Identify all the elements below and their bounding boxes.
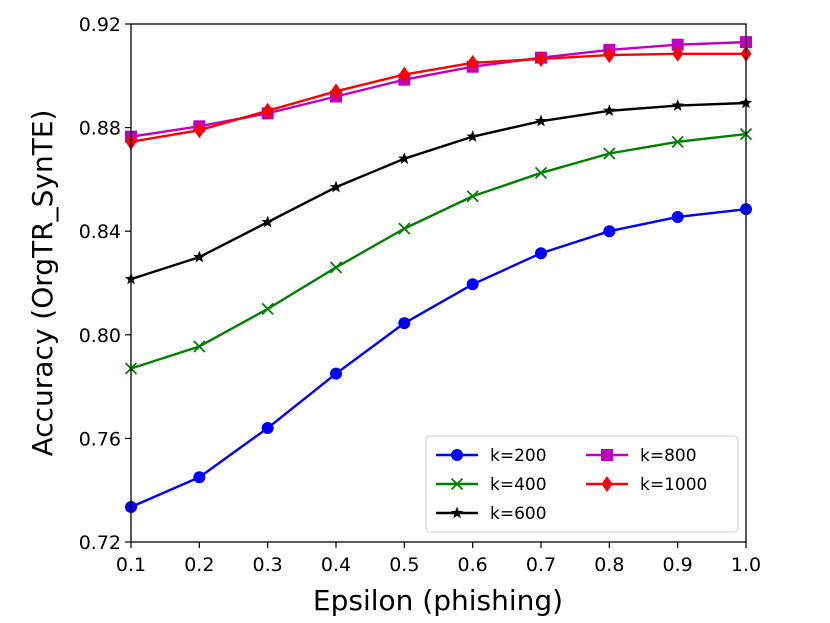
- data-point-k-1000: [603, 47, 615, 64]
- data-point-k-1000: [193, 122, 205, 139]
- data-point-k-400: [671, 135, 684, 148]
- data-point-k-800: [671, 38, 684, 51]
- legend-label: k=200: [490, 446, 547, 466]
- series-line-k-200: [130, 207, 747, 509]
- legend-label: k=1000: [640, 475, 707, 495]
- legend-item-k-800: k=800: [586, 446, 697, 466]
- legend-item-k-600: k=600: [436, 504, 547, 524]
- data-point-k-400: [398, 222, 411, 235]
- x-tick-label: 0.3: [253, 554, 283, 576]
- data-point-k-200: [261, 422, 274, 435]
- series-line-k-1000: [130, 52, 746, 144]
- series-k-200: [125, 203, 752, 514]
- data-point-k-600: [603, 104, 616, 117]
- data-point-k-400: [534, 166, 548, 180]
- y-tick-label: 0.88: [79, 118, 121, 140]
- data-point-k-1000: [535, 50, 547, 67]
- legend-label: k=600: [490, 504, 547, 524]
- data-point-k-1000: [262, 102, 274, 119]
- y-tick-label: 0.76: [79, 428, 121, 450]
- legend-marker: [601, 476, 613, 492]
- data-point-k-200: [466, 278, 479, 291]
- data-point-k-1000: [467, 54, 479, 71]
- data-point-k-200: [398, 317, 411, 330]
- data-point-k-1000: [330, 83, 342, 100]
- data-point-k-200: [603, 225, 616, 238]
- data-point-k-600: [671, 99, 684, 111]
- series-k-1000: [125, 45, 752, 150]
- x-tick-label: 0.9: [663, 554, 693, 576]
- legend-item-k-1000: k=1000: [586, 475, 707, 495]
- data-point-k-400: [261, 302, 274, 316]
- data-point-k-400: [603, 147, 616, 160]
- data-point-k-400: [329, 261, 343, 274]
- data-point-k-200: [535, 247, 547, 260]
- legend-marker: [601, 449, 613, 461]
- x-tick-label: 0.1: [116, 554, 146, 576]
- legend-label: k=800: [640, 446, 697, 466]
- legend-item-k-200: k=200: [436, 446, 547, 466]
- series-k-400: [124, 127, 753, 375]
- plot-frame: [130, 23, 747, 543]
- data-point-k-1000: [672, 45, 684, 62]
- data-point-k-600: [193, 250, 206, 263]
- data-point-k-200: [671, 210, 684, 223]
- y-axis-title: Accuracy (OrgTR_SynTE): [26, 110, 59, 457]
- data-point-k-600: [261, 215, 274, 228]
- x-tick-label: 0.5: [389, 554, 419, 576]
- data-point-k-200: [330, 367, 342, 380]
- series-layer: [124, 36, 753, 514]
- y-tick-label: 0.92: [79, 14, 121, 36]
- data-point-k-400: [193, 340, 206, 353]
- legend-label: k=400: [490, 475, 547, 495]
- legend-marker: [450, 506, 464, 519]
- series-line-k-400: [130, 132, 747, 370]
- legend-marker: [451, 449, 463, 461]
- x-axis-title: Epsilon (phishing): [313, 584, 563, 617]
- y-tick-label: 0.72: [79, 532, 121, 554]
- legend-marker: [450, 477, 464, 491]
- y-tick-label: 0.80: [79, 325, 121, 347]
- x-axis: 0.1 0.2 0.3 0.4 0.5 0.6 0.7 0.8 0.9 1.0: [116, 542, 761, 576]
- x-tick-label: 0.8: [594, 554, 624, 576]
- x-tick-label: 0.7: [526, 554, 556, 576]
- y-tick-label: 0.84: [79, 221, 121, 243]
- x-tick-label: 0.2: [184, 554, 214, 576]
- data-point-k-200: [193, 471, 206, 484]
- series-k-800: [125, 36, 752, 143]
- data-point-k-400: [466, 190, 479, 203]
- legend-box: [425, 435, 739, 533]
- y-axis: 0.72 0.76 0.80 0.84 0.88 0.92: [79, 14, 131, 554]
- x-tick-label: 0.4: [321, 554, 351, 576]
- legend-item-k-400: k=400: [436, 475, 547, 495]
- data-point-k-600: [534, 114, 548, 127]
- data-point-k-600: [329, 180, 343, 193]
- x-tick-label: 0.6: [458, 554, 488, 576]
- data-point-k-1000: [398, 66, 410, 83]
- data-point-k-600: [466, 130, 479, 142]
- x-tick-label: 1.0: [731, 554, 761, 576]
- data-point-k-600: [398, 152, 411, 164]
- series-line-k-600: [130, 101, 747, 281]
- legend: k=200 k=400 k=600 k=800 k=1000: [425, 435, 739, 533]
